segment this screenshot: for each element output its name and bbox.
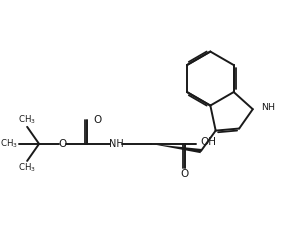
Text: CH$_3$: CH$_3$ [18, 162, 36, 174]
Text: NH: NH [109, 139, 124, 149]
Text: O: O [58, 139, 67, 149]
Text: O: O [181, 169, 189, 179]
Text: OH: OH [200, 137, 216, 148]
Text: O: O [93, 115, 101, 125]
Text: NH: NH [261, 103, 275, 112]
Text: CH$_3$: CH$_3$ [0, 138, 18, 150]
Text: CH$_3$: CH$_3$ [18, 114, 36, 126]
Polygon shape [151, 144, 201, 153]
